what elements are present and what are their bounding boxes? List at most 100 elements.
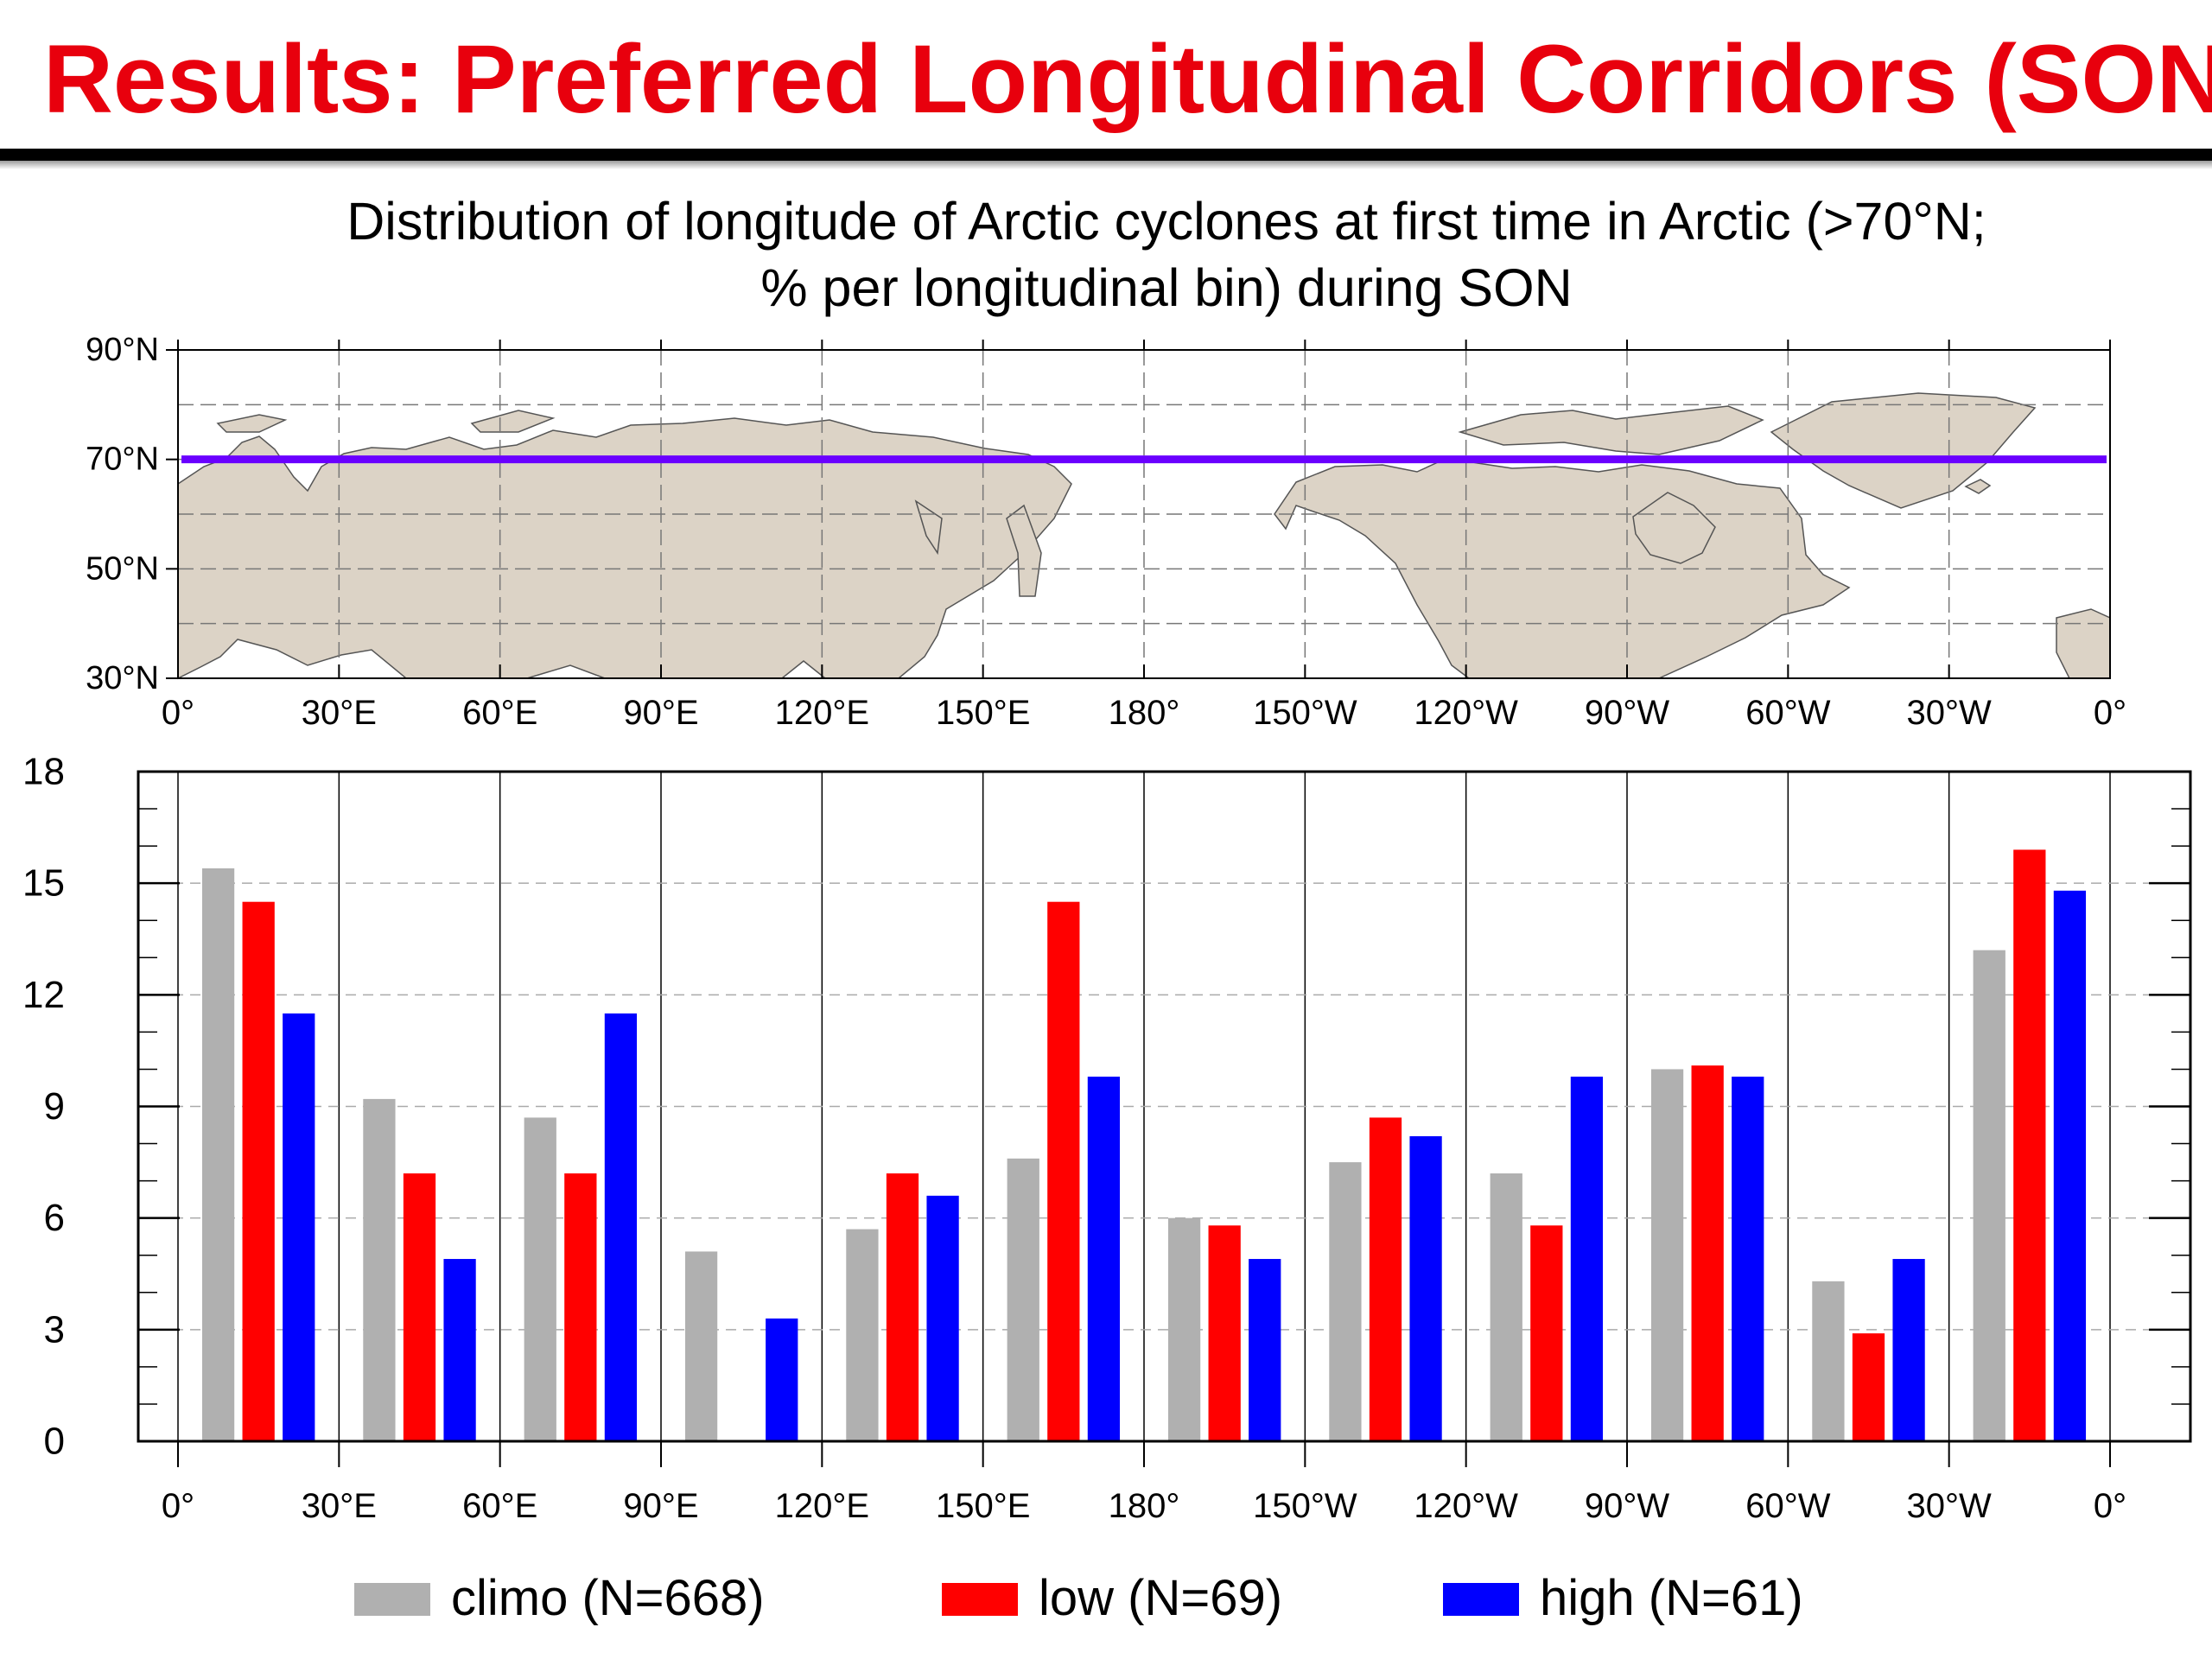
bar-climo [1007,1158,1039,1441]
land-mass [216,414,288,433]
map-lat-labels: 30°N 50°N 70°N 90°N [86,332,159,696]
bar-high [766,1318,798,1441]
bar-high [1409,1135,1442,1441]
map-lon-label: 30°E [302,694,377,732]
map-lat-label: 50°N [86,550,159,587]
chart-x-labels: 0° 30°E 60°E 90°E 120°E 150°E 180° 150°W 120°W 90… [162,1487,2126,1525]
chart-x-tick-label: 30°E [302,1487,377,1525]
chart-title: Distribution of longitude of Arctic cycl… [156,188,2177,321]
land-mass [1458,405,1764,455]
map-lat-label: 30°N [86,660,159,696]
bar-high [1732,1077,1764,1441]
legend-label-low: low (N=69) [1039,1570,1283,1626]
legend: climo (N=668) low (N=69) high (N=61) [0,1564,2212,1633]
bar-low [886,1173,919,1441]
bar-low [1852,1333,1885,1441]
bar-climo [524,1117,556,1441]
chart-y-tick-label: 3 [44,1308,65,1351]
bar-high [1892,1259,1925,1441]
chart-y-labels: 0 3 6 9 12 15 18 [22,751,65,1463]
bar-climo [1490,1173,1522,1441]
bar-low [242,901,275,1441]
land-mass [2056,608,2111,679]
chart-y-tick-label: 15 [22,862,65,905]
bar-high [926,1195,959,1441]
bar-climo [1812,1281,1845,1441]
chart-x-tick-label: 150°W [1253,1487,1357,1525]
map-lon-label: 180° [1109,694,1180,732]
legend-swatch-climo [354,1583,430,1616]
bar-high [443,1259,476,1441]
bar-climo [684,1251,718,1441]
map-panel: 30°N 50°N 70°N 90°N 0° 30°E 60°E 90°E 120°E 150°… [86,332,2126,732]
bar-climo [363,1098,396,1441]
chart-ticks [138,770,2190,1467]
chart-grid [138,772,2190,1441]
chart-y-tick-label: 18 [22,751,65,793]
chart-x-tick-label: 120°W [1414,1487,1518,1525]
bar-low [403,1173,436,1441]
map-lon-label: 90°E [623,694,698,732]
map-lon-label: 0° [162,694,194,732]
chart-x-tick-label: 30°W [1907,1487,1992,1525]
land-mass [470,410,556,433]
chart-x-tick-label: 60°E [462,1487,537,1525]
bar-climo [1329,1162,1362,1441]
title-rule-shadow [0,161,2212,169]
land-mass [1006,504,1042,597]
bar-low [1208,1225,1241,1441]
bar-low [2013,849,2046,1441]
map-lon-label: 90°W [1585,694,1669,732]
chart-x-tick-label: 0° [2094,1487,2126,1525]
chart-bars [201,849,2087,1441]
bar-high [604,1013,638,1441]
legend-label-high: high (N=61) [1540,1570,1803,1626]
slide-title: Results: Preferred Longitudinal Corridor… [43,25,2212,133]
bar-high [1249,1259,1281,1441]
chart-panel: 0 3 6 9 12 15 18 0° 30°E 60°E 90°E 120°E 150°E 180° 1… [22,751,2192,1525]
bar-climo [1650,1069,1684,1441]
chart-x-tick-label: 120°E [775,1487,869,1525]
land-mass [1632,492,1716,564]
legend-swatch-high [1443,1583,1519,1616]
bar-low [564,1173,597,1441]
bar-climo [201,868,235,1441]
map-lon-label: 60°W [1745,694,1830,732]
chart-y-tick-label: 9 [44,1085,65,1128]
chart-x-tick-label: 150°E [936,1487,1030,1525]
bar-low [1369,1117,1402,1441]
chart-title-line-2: % per longitudinal bin) during SON [760,258,1573,317]
map-lon-label: 120°E [775,694,869,732]
map-lon-label: 60°E [462,694,537,732]
map-ticks [166,340,2111,679]
bar-high [1087,1077,1121,1441]
chart-y-tick-label: 6 [44,1197,65,1239]
land-mass [1274,457,1851,679]
land-mass [1964,479,1992,494]
chart-x-tick-label: 90°E [623,1487,698,1525]
map-lon-label: 150°E [936,694,1030,732]
chart-x-tick-label: 0° [162,1487,194,1525]
bar-low [1047,901,1080,1441]
chart-x-tick-label: 180° [1109,1487,1180,1525]
title-rule [0,149,2212,161]
legend-swatch-low [942,1583,1018,1616]
bar-climo [1167,1217,1201,1441]
bar-high [1570,1077,1604,1441]
chart-title-line-1: Distribution of longitude of Arctic cycl… [346,192,1986,251]
map-lon-label: 30°W [1907,694,1992,732]
chart-x-tick-label: 90°W [1585,1487,1669,1525]
bar-climo [1973,950,2005,1441]
bar-low [1691,1065,1724,1441]
map-lon-label: 120°W [1414,694,1518,732]
legend-label-climo: climo (N=668) [451,1570,765,1626]
bar-low [1530,1225,1563,1441]
map-lon-label: 0° [2094,694,2126,732]
chart-x-tick-label: 60°W [1745,1487,1830,1525]
map-lon-label: 150°W [1253,694,1357,732]
bar-climo [846,1229,879,1441]
chart-y-tick-label: 12 [22,974,65,1016]
map-land [177,392,2111,680]
map-lat-label: 70°N [86,442,159,478]
